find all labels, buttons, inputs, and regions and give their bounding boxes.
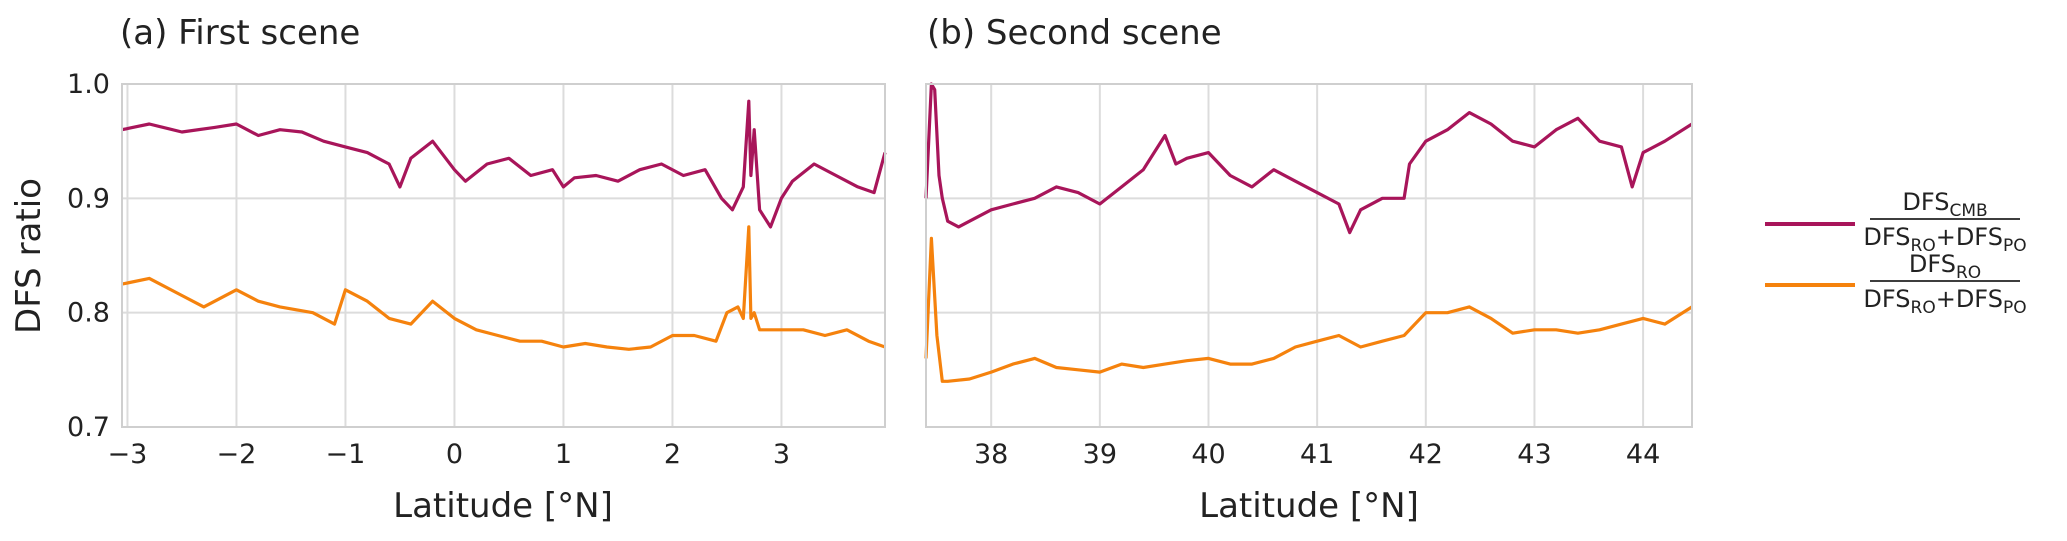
panel-b-xtick-label: 44 [1626,439,1660,470]
panel-a-xtick-label: 3 [773,439,790,470]
panel-a-xtick-label: 0 [446,439,463,470]
legend-denominator-ro: DFSRO+DFSPO [1863,285,2026,318]
y-axis-label: DFS ratio [9,178,49,334]
panel-a-xtick-label: 1 [555,439,572,470]
panel-b-title: (b) Second scene [927,13,1222,53]
panel-a-yticks: 0.7 0.8 0.9 1.0 [67,69,110,443]
panel-b-grid [926,83,1692,428]
panel-b-xtick-label: 40 [1191,439,1225,470]
panel-a-ytick-label: 0.7 [67,412,110,443]
panel-b-xtick-label: 38 [974,439,1008,470]
panel-a: (a) First scene −3 −2 −1 0 1 2 3 0.70.80.91.0 … [67,13,887,526]
panel-a-title: (a) First scene [120,13,360,53]
panel-b-series-cmb-ratio [924,82,1693,235]
panel-a-ytick-label: 0.8 [67,298,110,329]
legend-entry-ro: DFSRO DFSRO+DFSPO [1765,250,2027,318]
panel-b-frame [925,83,1693,428]
legend-numerator-ro: DFSRO [1909,250,1981,283]
panel-a-xticks: −3 −2 −1 0 1 2 3 [108,439,791,470]
panel-a-xlabel: Latitude [°N] [393,486,613,526]
panel-b: (b) Second scene 38 39 40 41 42 43 44 Latitude… [924,13,1693,526]
legend-denominator-cmb: DFSRO+DFSPO [1863,223,2026,256]
panel-b-xtick-label: 43 [1517,439,1551,470]
panel-a-frame [121,83,886,428]
legend: DFSCMB DFSRO+DFSPO DFSRO DFSRO+DFSPO [1765,188,2027,318]
panel-b-series [924,82,1693,383]
panel-b-xtick-label: 39 [1083,439,1117,470]
legend-numerator-cmb: DFSCMB [1902,188,1987,221]
panel-a-series-cmb-ratio [121,99,887,229]
panel-b-xtick-label: 41 [1300,439,1334,470]
panel-b-xticks: 38 39 40 41 42 43 44 [974,439,1660,470]
panel-b-xlabel: Latitude [°N] [1199,486,1419,526]
panel-a-series [121,99,887,351]
legend-entry-cmb: DFSCMB DFSRO+DFSPO [1765,188,2027,256]
panel-a-ytick-label: 0.9 [67,183,110,214]
panel-a-grid [122,83,885,428]
panel-b-series-ro-ratio [924,236,1693,383]
panel-a-ytick-label: 1.0 [67,69,110,100]
panel-a-xtick-label: −3 [108,439,148,470]
panel-a-xtick-label: 2 [664,439,681,470]
panel-b-xtick-label: 42 [1409,439,1443,470]
panel-a-series-ro-ratio [121,225,886,351]
panel-a-xtick-label: −2 [217,439,257,470]
panel-a-xtick-label: −1 [326,439,366,470]
